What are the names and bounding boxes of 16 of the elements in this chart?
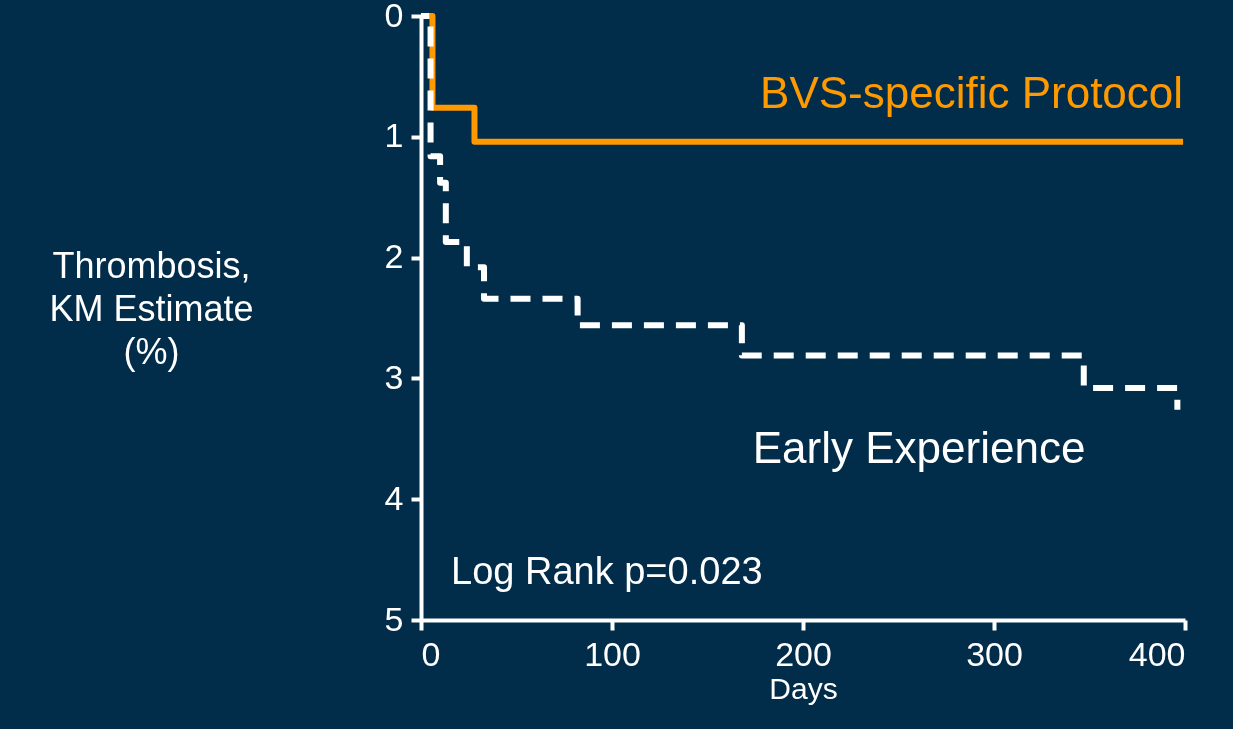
y-tick-label: 1: [384, 116, 404, 155]
annotation: Log Rank p=0.023: [451, 550, 763, 592]
series-label: Early Experience: [752, 422, 1086, 472]
x-tick-label: 300: [966, 634, 1023, 673]
y-tick-label: 2: [384, 237, 404, 276]
x-tick-label: 0: [421, 634, 441, 673]
x-tick-label: 400: [1128, 634, 1186, 673]
series-label: BVS-specific Protocol: [760, 67, 1184, 117]
x-tick-label: 200: [775, 634, 832, 673]
y-tick-label: 4: [384, 478, 404, 517]
x-axis-title: Days: [769, 671, 838, 705]
y-tick-label: 0: [384, 0, 404, 34]
x-tick-label: 100: [584, 634, 641, 673]
y-tick-label: 3: [384, 357, 404, 396]
y-tick-label: 5: [384, 599, 404, 638]
y-axis-title: Thrombosis, KM Estimate (%): [49, 244, 254, 372]
